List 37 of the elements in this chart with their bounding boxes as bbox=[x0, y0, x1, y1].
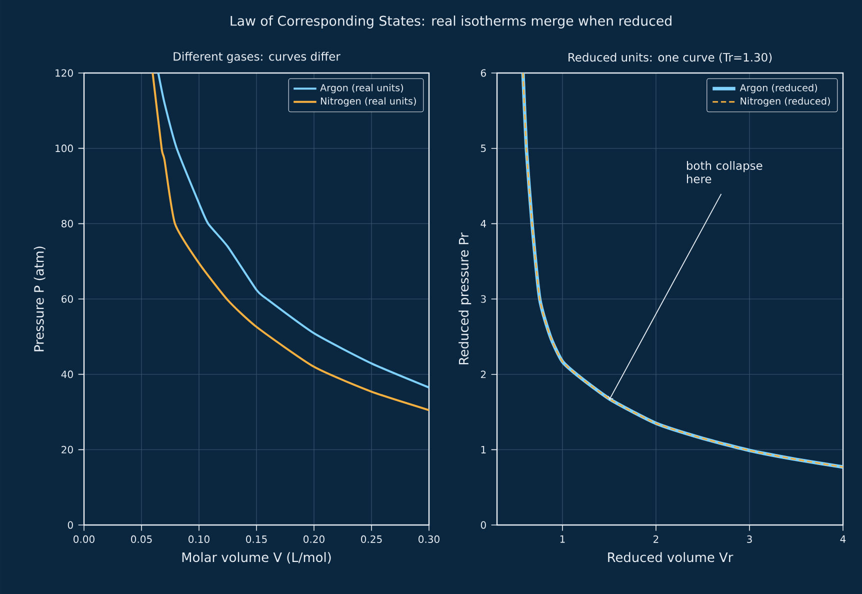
y-tick-label: 0 bbox=[68, 521, 73, 529]
y-tick-label: 0 bbox=[480, 521, 486, 529]
x-tick-label: 0.00 bbox=[74, 535, 94, 543]
x-tick-label: 2 bbox=[654, 535, 658, 543]
y-tick-label: 120 bbox=[56, 69, 73, 77]
y-tick-label: 80 bbox=[62, 220, 73, 228]
y-tick-label: 100 bbox=[56, 144, 73, 152]
chart-subtitle: Different gases: curves differ bbox=[174, 52, 340, 63]
y-tick-label: 5 bbox=[481, 144, 486, 152]
x-tick-label: 0.15 bbox=[246, 535, 267, 543]
y-tick-label: 1 bbox=[481, 446, 486, 454]
x-tick-label: 4 bbox=[840, 535, 846, 543]
chart-subtitle: Reduced units: one curve (Tr=1.30) bbox=[568, 52, 772, 63]
y-tick-label: 40 bbox=[61, 370, 73, 378]
y-tick-label: 2 bbox=[480, 370, 486, 378]
legend-label: Argon (real units) bbox=[320, 84, 404, 94]
x-tick-label: 0.05 bbox=[131, 535, 152, 543]
x-tick-label: 0.25 bbox=[361, 535, 382, 543]
y-tick-label: 3 bbox=[481, 295, 486, 303]
y-tick-label: 4 bbox=[480, 220, 486, 228]
x-tick-label: 1 bbox=[560, 535, 565, 543]
y-axis-title: Pressure P (atm) bbox=[34, 246, 46, 352]
x-tick-label: 0.10 bbox=[188, 535, 210, 543]
y-tick-label: 20 bbox=[62, 446, 73, 454]
x-axis-title: Molar volume V (L/mol) bbox=[182, 552, 331, 564]
x-tick-label: 0.20 bbox=[304, 535, 324, 543]
annotation: both collapse here bbox=[686, 161, 762, 184]
chart-title: Law of Corresponding States: real isotherms merge when reduced bbox=[230, 16, 672, 28]
legend-label: Nitrogen (reduced) bbox=[740, 97, 830, 107]
x-axis-title: Reduced volume Vr bbox=[608, 552, 734, 562]
legend-label: Nitrogen (real units) bbox=[320, 97, 416, 107]
legend-label: Argon (reduced) bbox=[740, 84, 818, 94]
y-axis-title: Reduced pressure Pr bbox=[458, 232, 472, 364]
y-tick-label: 60 bbox=[62, 295, 73, 303]
x-tick-label: 3 bbox=[747, 535, 752, 543]
x-tick-label: 0.30 bbox=[418, 535, 440, 543]
y-tick-label: 6 bbox=[480, 69, 486, 77]
